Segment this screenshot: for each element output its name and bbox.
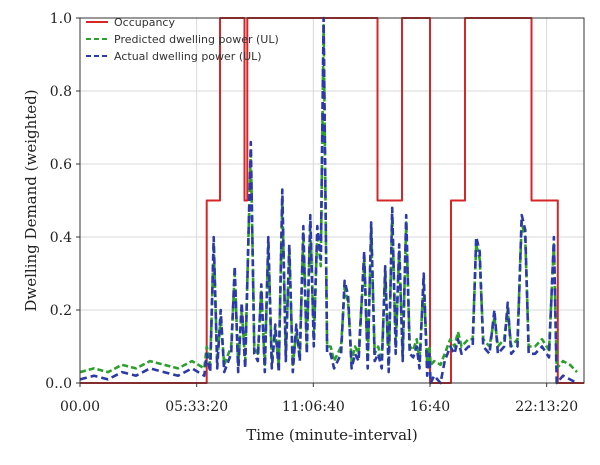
y-axis-label: Dwelling Demand (weighted) [22,89,40,311]
x-tick-label: 16:40 [410,399,450,415]
legend-entry: Actual dwelling power (UL) [114,50,262,63]
x-tick-label: 05:33:20 [165,399,228,415]
series-layer [79,16,584,385]
y-tick-label: 0.6 [50,157,72,173]
y-tick-label: 0.2 [50,303,72,319]
plot-frame [79,17,585,384]
legend: Occupancy Predicted dwelling power (UL) Ac… [86,16,279,63]
x-axis-label: Time (minute-interval) [246,426,417,444]
y-tick-label: 0.8 [50,84,72,100]
x-tick-label: 00.00 [60,399,100,415]
y-tick-label: 0.4 [50,230,72,246]
legend-entry: Predicted dwelling power (UL) [114,33,279,46]
tick-labels: 0..0 0.2 0.4 0.6 0.8 1.0 00.00 05:33:20 11:06:40… [45,11,578,415]
legend-entry: Occupancy [114,16,175,29]
y-tick-label: 1.0 [50,11,72,27]
x-tick-label: 22:13:20 [515,399,578,415]
series-line-occupancy [80,17,584,384]
x-tick-label: 11:06:40 [282,399,345,415]
y-tick-label: 0..0 [45,376,72,392]
